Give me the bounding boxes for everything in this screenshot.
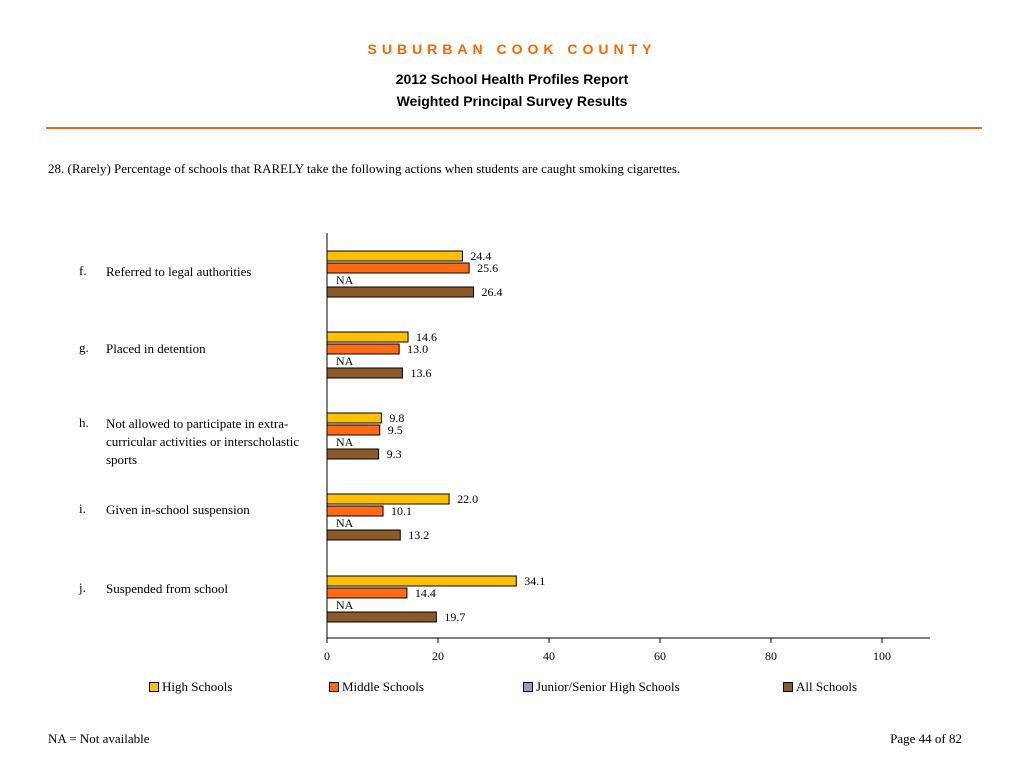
category-label-i: Given in-school suspension [106,502,250,517]
category-label-g: Placed in detention [106,341,206,356]
bar-label-high-schools-g: 14.6 [416,330,437,344]
category-label-j: Suspended from school [106,581,229,596]
bar-label-high-schools-j: 34.1 [524,574,545,588]
na-footnote: NA = Not available [48,731,150,746]
bar-high-schools-h [326,412,382,424]
bar-middle-schools-h [326,424,381,436]
bar-label-junior-senior-high-schools-j: NA [336,598,354,612]
header-divider [46,127,982,129]
legend-label-all-schools: All Schools [796,679,858,694]
category-letter-f: f. [79,263,87,278]
bar-all-schools-j [326,611,437,623]
bar-middle-schools-j [326,587,408,599]
bar-label-all-schools-i: 13.2 [408,528,429,542]
legend-item-middle-schools: Middle Schools [329,679,424,695]
bar-label-high-schools-h: 9.8 [389,411,404,425]
report-county-title: SUBURBAN COOK COUNTY [367,41,657,57]
category-letter-g: g. [79,340,89,355]
bar-high-schools-i [326,493,450,505]
bar-label-junior-senior-high-schools-h: NA [336,435,354,449]
bar-all-schools-f [326,286,475,298]
bar-label-middle-schools-f: 25.6 [477,261,498,275]
legend-swatch-all-schools [783,682,793,692]
bar-label-junior-senior-high-schools-f: NA [336,273,354,287]
bar-label-middle-schools-j: 14.4 [415,586,436,600]
legend-item-all-schools: All Schools [783,679,857,695]
x-tick-label: 80 [765,649,777,663]
bar-label-all-schools-f: 26.4 [482,285,503,299]
bar-high-schools-j [326,575,517,587]
bar-middle-schools-g [326,343,400,355]
x-tick-label: 100 [873,649,891,663]
bar-label-all-schools-j: 19.7 [444,610,465,624]
bar-label-all-schools-h: 9.3 [387,447,402,461]
legend-item-high-schools: High Schools [149,679,232,695]
legend-swatch-middle-schools [329,682,339,692]
category-letter-j: j. [79,580,86,595]
bar-label-junior-senior-high-schools-i: NA [336,516,354,530]
bar-middle-schools-f [326,262,470,274]
bar-middle-schools-i [326,505,384,517]
bar-label-all-schools-g: 13.6 [410,366,431,380]
legend-label-junior-senior-high-schools: Junior/Senior High Schools [536,679,680,694]
bar-high-schools-g [326,331,409,343]
bar-high-schools-f [326,250,463,262]
legend-swatch-junior-senior-high-schools [523,682,533,692]
bar-all-schools-i [326,529,401,541]
category-letter-h: h. [79,415,89,430]
bar-label-middle-schools-g: 13.0 [407,342,428,356]
report-title: 2012 School Health Profiles Report [395,71,629,87]
legend-label-middle-schools: Middle Schools [342,679,424,694]
x-tick-label: 20 [432,649,444,663]
bar-label-high-schools-f: 24.4 [470,249,491,263]
report-subtitle: Weighted Principal Survey Results [396,93,628,109]
x-tick-label: 60 [654,649,666,663]
category-letter-i: i. [79,501,86,516]
legend-label-high-schools: High Schools [162,679,233,694]
bar-all-schools-g [326,367,403,379]
bar-all-schools-h [326,448,380,460]
category-label-f: Referred to legal authorities [106,264,252,279]
x-tick-label: 0 [324,649,330,663]
bar-label-junior-senior-high-schools-g: NA [336,354,354,368]
bar-label-middle-schools-h: 9.5 [388,423,403,437]
category-label-h: Not allowed to participate in extra-curr… [106,416,300,467]
question-text: 28. (Rarely) Percentage of schools that … [48,161,681,176]
bar-label-middle-schools-i: 10.1 [391,504,412,518]
x-tick-label: 40 [543,649,555,663]
legend-item-junior-senior-high-schools: Junior/Senior High Schools [523,679,680,695]
page-number: Page 44 of 82 [890,731,962,746]
bar-label-high-schools-i: 22.0 [457,492,478,506]
legend-swatch-high-schools [149,682,159,692]
